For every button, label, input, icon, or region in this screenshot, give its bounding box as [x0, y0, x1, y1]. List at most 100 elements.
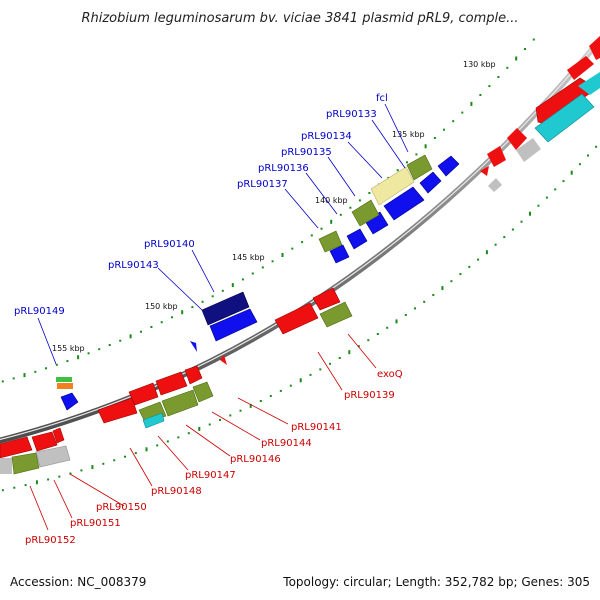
outer-tick-dot [339, 213, 342, 216]
outer-tick-dot [310, 234, 313, 237]
gene-label-fcl[interactable]: fcl [376, 93, 388, 104]
cog-bar-grey[interactable] [35, 445, 71, 468]
gene-label-prl90150[interactable]: pRL90150 [96, 502, 147, 513]
cog-bar-olive[interactable] [11, 452, 40, 475]
cog-bar-olive[interactable] [318, 230, 343, 253]
cog-bar-olive[interactable] [406, 154, 433, 181]
gene-label-prl90144[interactable]: pRL90144 [261, 438, 312, 449]
cds-reverse[interactable] [97, 397, 138, 424]
inner-tick-dot [58, 475, 61, 478]
cds-reverse-small[interactable] [220, 355, 227, 365]
inner-tick-dot [348, 350, 351, 355]
gene-label-prl90135[interactable]: pRL90135 [281, 147, 332, 158]
cog-bar-olive[interactable] [319, 301, 353, 328]
outer-tick-dot [424, 144, 427, 149]
outer-tick-dot [12, 377, 15, 380]
gene-label-prl90141[interactable]: pRL90141 [291, 422, 342, 433]
inner-tick-dot [124, 455, 126, 458]
gene-label-prl90143[interactable]: pRL90143 [108, 260, 159, 271]
cog-bar-yellow[interactable] [370, 166, 415, 206]
inner-tick-dot [529, 211, 531, 216]
inner-tick-dot [156, 444, 159, 447]
inner-tick-dot [219, 419, 221, 421]
forward-leader-lines [37, 103, 409, 365]
cds-forward[interactable] [329, 244, 350, 264]
gene-label-prl90147[interactable]: pRL90147 [185, 470, 236, 481]
gene-label-prl90136[interactable]: pRL90136 [258, 163, 309, 174]
inner-tick-dot [587, 154, 589, 157]
cds-forward[interactable] [437, 155, 460, 177]
gene-label-prl90152[interactable]: pRL90152 [25, 535, 76, 546]
gene-label-prl90137[interactable]: pRL90137 [237, 179, 288, 190]
gene-label-exoq[interactable]: exoQ [377, 369, 403, 380]
cds-reverse[interactable] [31, 431, 58, 452]
cds-forward[interactable] [209, 308, 258, 342]
inner-tick-dot [329, 362, 331, 365]
cog-bar-orange[interactable] [57, 383, 73, 389]
gene-label-prl90134[interactable]: pRL90134 [301, 131, 352, 142]
cds-reverse[interactable] [0, 436, 33, 459]
gene-label-prl90151[interactable]: pRL90151 [70, 518, 121, 529]
cds-forward-small[interactable] [190, 341, 197, 352]
cds-forward[interactable] [419, 171, 442, 194]
cds-forward[interactable] [383, 186, 425, 221]
cog-bar-olive[interactable] [351, 199, 380, 227]
inner-tick-dot [578, 163, 581, 166]
cds-reverse[interactable] [487, 146, 506, 167]
cds-reverse[interactable] [589, 36, 600, 60]
cog-bar-green[interactable] [56, 377, 72, 382]
gene-label-prl90140[interactable]: pRL90140 [144, 239, 195, 250]
outer-tick-dot [140, 330, 142, 333]
inner-tick-dot [187, 432, 190, 435]
tick-label-140kbp: 140 kbp [315, 196, 348, 205]
cog-bar-cyan[interactable] [142, 412, 165, 429]
cds-forward[interactable] [60, 392, 79, 411]
inner-tick-dot [503, 236, 506, 239]
cds-reverse[interactable] [274, 302, 319, 335]
cds-reverse[interactable] [184, 365, 203, 385]
genome-summary-text: Topology: circular; Length: 352,782 bp; … [282, 575, 590, 589]
outer-tick-dot [330, 219, 333, 224]
gene-label-prl90148[interactable]: pRL90148 [151, 486, 202, 497]
outer-tick-dot [349, 206, 352, 209]
inner-tick-dot [102, 462, 105, 465]
gene-label-prl90139[interactable]: pRL90139 [344, 390, 395, 401]
inner-tick-dot [80, 469, 83, 472]
inner-tick-dot [279, 389, 282, 392]
outer-tick-dot [320, 227, 323, 230]
cog-bar-cyan[interactable] [534, 93, 595, 143]
inner-tick-dot [47, 478, 50, 481]
outer-tick-dot [160, 321, 163, 324]
tick-label-155kbp: 155 kbp [52, 344, 85, 353]
cog-bar-grey[interactable] [0, 458, 12, 474]
cds-reverse[interactable] [567, 56, 594, 80]
inner-tick-dot [249, 403, 252, 408]
inner-tick-dot [24, 484, 27, 487]
inner-tick-dot [367, 339, 370, 342]
inner-tick-dot [570, 170, 573, 175]
inner-tick-dot [13, 486, 16, 489]
features-135kbp [318, 154, 460, 264]
gene-label-prl90133[interactable]: pRL90133 [326, 109, 377, 120]
cog-bar-grey[interactable] [488, 178, 502, 192]
inner-tick-dot [166, 440, 169, 443]
inner-tick-dot [520, 220, 523, 223]
cds-forward[interactable] [346, 228, 368, 250]
cds-reverse[interactable] [52, 427, 65, 444]
cog-bar-cyan[interactable] [578, 72, 600, 95]
cds-reverse[interactable] [155, 371, 188, 396]
cds-reverse[interactable] [507, 128, 527, 150]
cog-bar-olive[interactable] [192, 381, 214, 403]
backbone-arc [0, 38, 600, 444]
cog-bar-olive[interactable] [161, 389, 199, 417]
inner-tick-dot [404, 314, 407, 316]
cog-bar-grey[interactable] [516, 138, 541, 162]
cds-reverse[interactable] [480, 166, 489, 176]
gene-label-prl90146[interactable]: pRL90146 [230, 454, 281, 465]
gene-label-prl90149[interactable]: pRL90149 [14, 306, 65, 317]
cds-reverse[interactable] [312, 287, 341, 311]
inner-tick-dot [177, 436, 180, 439]
inner-tick-dot [357, 345, 360, 348]
cds-forward-dark[interactable] [201, 291, 250, 326]
